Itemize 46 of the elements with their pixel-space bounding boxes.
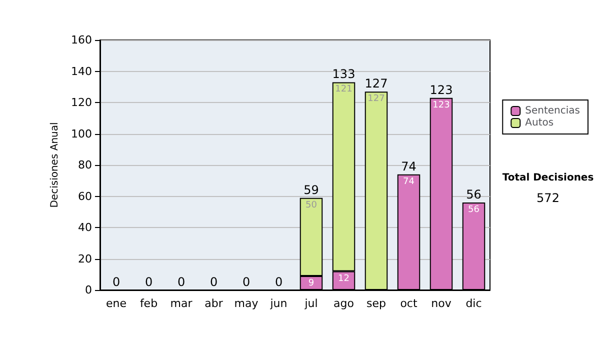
total-label: 0 (112, 275, 120, 289)
y-tick-label: 40 (78, 221, 92, 234)
data-label: 56 (468, 205, 480, 215)
data-label: 121 (335, 84, 352, 95)
y-tick-label: 100 (71, 127, 92, 140)
y-tick-label: 120 (71, 96, 92, 109)
y-tick-label: 20 (78, 252, 92, 266)
x-tick-label: feb (140, 297, 158, 310)
y-axis-title: Decisiones Anual (50, 122, 61, 208)
total-label: 0 (242, 275, 250, 289)
x-tick-label: ene (106, 297, 127, 310)
legend-label: Autos (525, 118, 554, 128)
total-label: 74 (401, 159, 416, 174)
data-label: 12 (338, 274, 350, 284)
y-tick-label: 60 (78, 190, 92, 203)
total-label: 133 (332, 67, 356, 82)
x-tick-label: dic (466, 297, 482, 310)
x-tick-label: abr (204, 297, 224, 310)
total-label: 56 (466, 188, 482, 202)
x-tick-label: jul (304, 297, 318, 310)
total-label: 0 (144, 275, 153, 289)
data-label: 127 (368, 94, 385, 104)
total-label: 0 (177, 275, 186, 289)
total-label: 123 (430, 82, 453, 97)
x-tick-label: may (234, 297, 259, 310)
x-tick-label: mar (170, 297, 193, 310)
total-label: 127 (364, 76, 388, 91)
x-tick-label: jun (269, 297, 288, 310)
data-label: 123 (432, 100, 450, 110)
text: 572 (536, 191, 560, 205)
text: Total Decisiones (502, 172, 594, 184)
x-tick-label: nov (431, 297, 452, 310)
legend-label: Sentencias (525, 106, 580, 116)
total-label: 0 (274, 275, 283, 289)
data-label: 50 (306, 200, 318, 210)
x-tick-label: sep (366, 297, 386, 310)
total-label: 0 (210, 275, 218, 289)
total-label: 59 (304, 182, 319, 197)
data-label: 74 (403, 176, 415, 187)
y-tick-label: 0 (85, 284, 92, 296)
y-tick-label: 80 (78, 158, 92, 172)
y-tick-label: 140 (71, 64, 92, 78)
y-tick-label: 160 (71, 34, 92, 46)
x-tick-label: oct (400, 297, 418, 310)
data-label: 9 (308, 278, 314, 288)
x-tick-label: ago (334, 297, 354, 310)
